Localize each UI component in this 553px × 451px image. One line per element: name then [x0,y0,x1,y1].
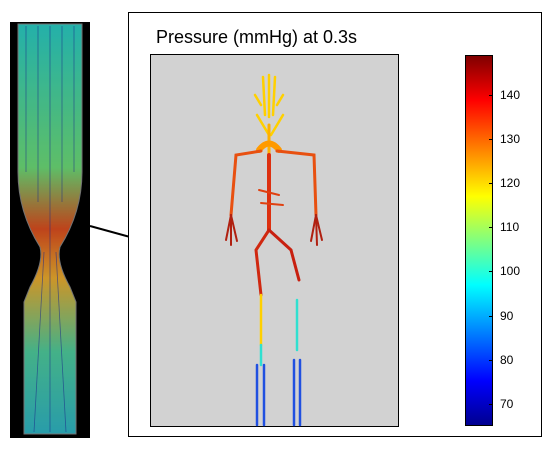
colorbar-tick-mark [489,315,493,317]
colorbar-tick-label: 120 [500,176,521,191]
arterial-tree-plot [150,54,399,427]
colorbar-tick-label: 70 [500,396,514,411]
colorbar-tick-mark [489,94,493,96]
colorbar-tick-mark [489,271,493,273]
arm-arteries [229,149,318,217]
left-iliac [254,228,271,297]
hand-arteries [225,214,323,246]
streamline-vessel-render [10,22,90,438]
head-arteries [253,73,285,137]
colorbar-tick-mark [489,227,493,229]
aortic-arch [256,140,282,153]
colorbar-tick-mark [489,138,493,140]
colorbar [465,55,493,426]
right-iliac [267,228,301,282]
colorbar-tick-label: 130 [500,131,521,146]
colorbar-tick-label: 100 [500,264,521,279]
colorbar-tick-mark [489,183,493,185]
colorbar-tick-label: 80 [500,352,514,367]
colorbar-tick-mark [489,403,493,405]
figure-frame: Pressure (mmHg) at 0.3s [128,12,542,437]
figure-title: Pressure (mmHg) at 0.3s [156,27,358,47]
colorbar-tick-mark [489,359,493,361]
colorbar-tick-label: 140 [500,87,521,102]
colorbar-tick-label: 90 [500,308,514,323]
colorbar-tick-label: 110 [500,220,520,235]
arterial-tree [225,73,323,427]
streamline-graphic [17,23,83,435]
